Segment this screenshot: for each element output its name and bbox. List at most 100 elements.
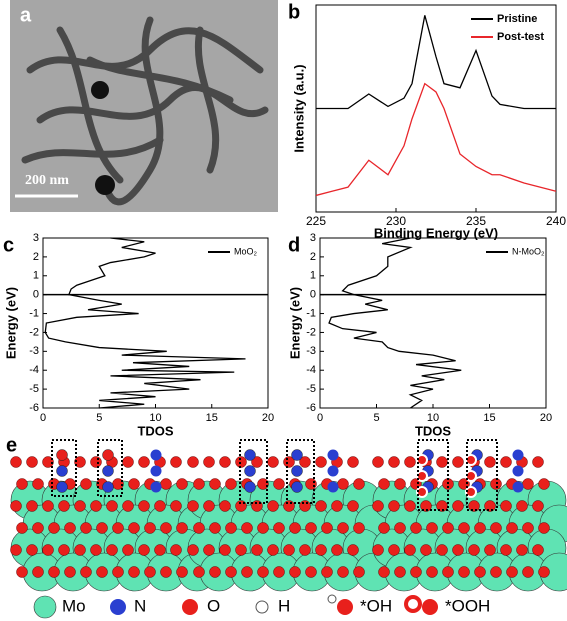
o-atom <box>176 478 188 490</box>
ooh-o-key <box>422 599 438 615</box>
o-atom <box>74 500 86 512</box>
active-site-box <box>51 439 77 497</box>
y-tick-label: 1 <box>310 270 316 282</box>
o-atom <box>426 522 438 534</box>
o-atom <box>58 544 70 556</box>
o-atom <box>484 456 496 468</box>
panel-label: b <box>288 1 300 23</box>
o-atom <box>410 566 422 578</box>
o-atom <box>138 456 150 468</box>
o-atom <box>112 566 124 578</box>
panel-label: c <box>3 234 14 256</box>
x-tick-label: 15 <box>483 412 495 424</box>
o-atom <box>193 522 205 534</box>
o-atom <box>176 566 188 578</box>
o-atom <box>187 544 199 556</box>
n-atom <box>291 465 303 477</box>
o-atom <box>203 456 215 468</box>
o-atom <box>144 522 156 534</box>
o-atom <box>90 544 102 556</box>
o-atom <box>410 522 422 534</box>
o-atom <box>257 522 269 534</box>
o-atom <box>176 522 188 534</box>
y-tick-label: -5 <box>29 383 39 395</box>
x-tick-label: 20 <box>540 412 552 424</box>
o-atom <box>305 566 317 578</box>
o-atom <box>283 544 295 556</box>
o-atom <box>538 478 550 490</box>
legend-label: H <box>278 596 290 615</box>
o-atom <box>394 566 406 578</box>
n-atom <box>512 449 524 461</box>
o-atom <box>474 522 486 534</box>
o-atom <box>404 544 416 556</box>
active-site-box <box>97 439 123 497</box>
o-atom <box>484 500 496 512</box>
n-key <box>110 599 126 615</box>
o-atom <box>128 522 140 534</box>
x-axis-label: Binding Energy (eV) <box>374 225 498 240</box>
o-atom <box>273 478 285 490</box>
y-tick-label: 3 <box>310 232 316 244</box>
o-atom <box>394 478 406 490</box>
o-atom <box>538 566 550 578</box>
o-atom <box>267 500 279 512</box>
o-atom <box>187 456 199 468</box>
x-tick-label: 0 <box>317 412 323 424</box>
o-atom <box>337 566 349 578</box>
o-atom <box>26 500 38 512</box>
o-atom <box>122 500 134 512</box>
legend-label: O <box>207 596 220 615</box>
oh-o-key <box>337 599 353 615</box>
y-tick-label: -1 <box>29 307 39 319</box>
n-atom <box>102 449 114 461</box>
x-tick-label: 225 <box>306 214 326 228</box>
o-atom <box>522 522 534 534</box>
o-atom <box>506 566 518 578</box>
o-atom <box>257 566 269 578</box>
y-tick-label: -3 <box>306 345 316 357</box>
n-atom <box>102 481 114 493</box>
o-atom <box>106 500 118 512</box>
o-atom <box>372 456 384 468</box>
o-atom <box>474 566 486 578</box>
o-atom <box>74 544 86 556</box>
y-tick-label: -2 <box>306 326 316 338</box>
y-tick-label: 2 <box>33 251 39 263</box>
o-atom <box>64 522 76 534</box>
o-atom <box>305 478 317 490</box>
o-atom <box>106 544 118 556</box>
legend-label: Pristine <box>497 13 537 25</box>
o-atom <box>289 566 301 578</box>
n-atom <box>327 465 339 477</box>
o-atom <box>468 500 480 512</box>
o-atom <box>442 522 454 534</box>
y-tick-label: -4 <box>306 364 316 376</box>
legend-label: Post-test <box>497 31 544 43</box>
o-atom <box>331 544 343 556</box>
o-atom <box>321 522 333 534</box>
o-atom <box>138 544 150 556</box>
o-atom <box>170 544 182 556</box>
o-atom <box>209 566 221 578</box>
structure-legend: Mo N O H *OH *OOH <box>33 594 490 619</box>
o-atom <box>251 544 263 556</box>
o-atom <box>273 522 285 534</box>
scale-bar-label: 200 nm <box>25 173 69 188</box>
o-atom <box>315 544 327 556</box>
y-tick-label: -1 <box>306 307 316 319</box>
o-atom <box>32 478 44 490</box>
n-atom <box>56 465 68 477</box>
o-atom <box>532 456 544 468</box>
o-atom <box>10 544 22 556</box>
y-tick-label: -5 <box>306 383 316 395</box>
active-site-box <box>286 439 315 504</box>
o-atom <box>538 522 550 534</box>
o-atom <box>80 522 92 534</box>
series-line <box>328 237 462 409</box>
o-atom <box>128 478 140 490</box>
n-atom <box>327 449 339 461</box>
o-atom <box>452 456 464 468</box>
x-tick-label: 235 <box>466 214 486 228</box>
